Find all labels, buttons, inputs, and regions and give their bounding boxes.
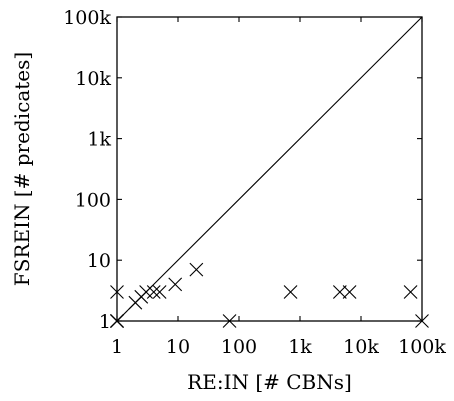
data-point	[403, 285, 418, 299]
x-tick-label: 100k	[398, 336, 446, 358]
data-point	[189, 262, 204, 277]
x-tick-label: 10k	[343, 336, 379, 358]
y-tick-label: 1k	[87, 129, 111, 151]
data-point	[152, 285, 167, 299]
y-tick-label: 1	[99, 311, 111, 333]
plot-frame	[116, 16, 423, 322]
data-point	[139, 285, 153, 299]
y-axis-label: FSREIN [# predicates]	[10, 52, 34, 286]
data-point	[168, 277, 183, 292]
data-point	[283, 285, 298, 299]
y-tick-label: 100k	[63, 7, 111, 29]
x-tick-label: 1	[111, 336, 123, 358]
x-tick-label: 100	[221, 336, 257, 358]
x-tick-label: 10	[166, 336, 190, 358]
y-tick-label: 100	[75, 189, 111, 211]
data-point	[332, 285, 347, 299]
identity-diagonal-line	[116, 16, 423, 322]
x-axis-label: RE:IN [# CBNs]	[187, 370, 352, 394]
data-point	[146, 285, 161, 299]
y-tick-label: 10	[87, 250, 111, 272]
data-point	[342, 285, 357, 299]
y-tick-labels: 1 10 100 1k 10k 100k	[63, 7, 111, 333]
x-tick-label: 1k	[288, 336, 312, 358]
x-tick-labels: 1 10 100 1k 10k 100k	[111, 336, 446, 358]
y-tick-label: 10k	[75, 68, 111, 90]
